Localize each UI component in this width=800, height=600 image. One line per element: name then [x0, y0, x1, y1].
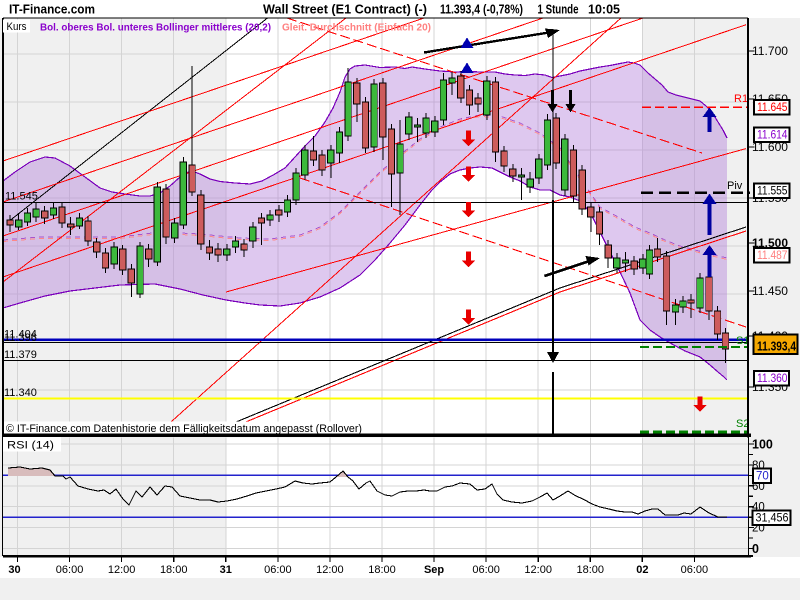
svg-text:Bol. oberes Bol. unteres Bolli: Bol. oberes Bol. unteres Bollinger mittl… — [40, 22, 271, 34]
svg-text:11.555: 11.555 — [757, 186, 788, 198]
svg-text:31: 31 — [220, 564, 232, 576]
svg-text:11.487: 11.487 — [757, 250, 788, 262]
svg-text:18:00: 18:00 — [368, 564, 396, 576]
svg-text:12:00: 12:00 — [108, 564, 136, 576]
svg-text:RSI (14): RSI (14) — [7, 440, 54, 452]
svg-text:11.404: 11.404 — [4, 329, 37, 341]
svg-text:11.600: 11.600 — [752, 140, 788, 154]
svg-text:12:00: 12:00 — [524, 564, 552, 576]
svg-text:S1: S1 — [736, 335, 749, 347]
svg-text:11.450: 11.450 — [752, 284, 788, 298]
svg-text:11.360: 11.360 — [757, 373, 788, 385]
svg-text:12:00: 12:00 — [316, 564, 344, 576]
svg-text:Kurs: Kurs — [7, 21, 27, 33]
svg-text:11.645: 11.645 — [757, 102, 788, 114]
svg-text:Piv: Piv — [727, 180, 743, 192]
svg-text:10:05: 10:05 — [588, 3, 620, 17]
svg-text:1 Stunde: 1 Stunde — [538, 3, 579, 17]
svg-text:11.396: 11.396 — [4, 332, 37, 344]
svg-text:11.379: 11.379 — [4, 349, 37, 361]
svg-text:18:00: 18:00 — [160, 564, 188, 576]
svg-text:31,456: 31,456 — [756, 513, 789, 525]
svg-text:06:00: 06:00 — [56, 564, 84, 576]
svg-text:R1: R1 — [734, 93, 748, 105]
svg-text:70: 70 — [756, 471, 769, 483]
svg-text:Gleit. Durchschnitt (Einfach 2: Gleit. Durchschnitt (Einfach 20) — [282, 22, 431, 34]
svg-text:11.393,4: 11.393,4 — [757, 339, 797, 354]
svg-text:11.614: 11.614 — [757, 130, 788, 142]
svg-text:Wall Street (E1 Contract) (-): Wall Street (E1 Contract) (-) — [263, 3, 427, 17]
svg-text:06:00: 06:00 — [681, 564, 709, 576]
svg-text:11.700: 11.700 — [752, 44, 788, 58]
svg-text:Sep: Sep — [424, 564, 444, 576]
svg-text:11.393,4 (-0,78%): 11.393,4 (-0,78%) — [440, 3, 523, 17]
svg-text:11.500: 11.500 — [752, 236, 788, 250]
svg-text:18:00: 18:00 — [577, 564, 605, 576]
svg-text:S2: S2 — [736, 418, 749, 430]
svg-text:100: 100 — [752, 438, 773, 452]
svg-text:02: 02 — [636, 564, 648, 576]
svg-text:IT-Finance.com: IT-Finance.com — [9, 3, 95, 17]
svg-text:11.340: 11.340 — [4, 387, 37, 399]
svg-text:30: 30 — [8, 564, 20, 576]
svg-text:06:00: 06:00 — [472, 564, 500, 576]
svg-text:© IT-Finance.com Datenhistori: © IT-Finance.com Datenhistorie dem Fälli… — [6, 423, 362, 435]
svg-text:11.545: 11.545 — [5, 191, 38, 203]
svg-text:0: 0 — [752, 542, 759, 556]
svg-text:06:00: 06:00 — [264, 564, 292, 576]
